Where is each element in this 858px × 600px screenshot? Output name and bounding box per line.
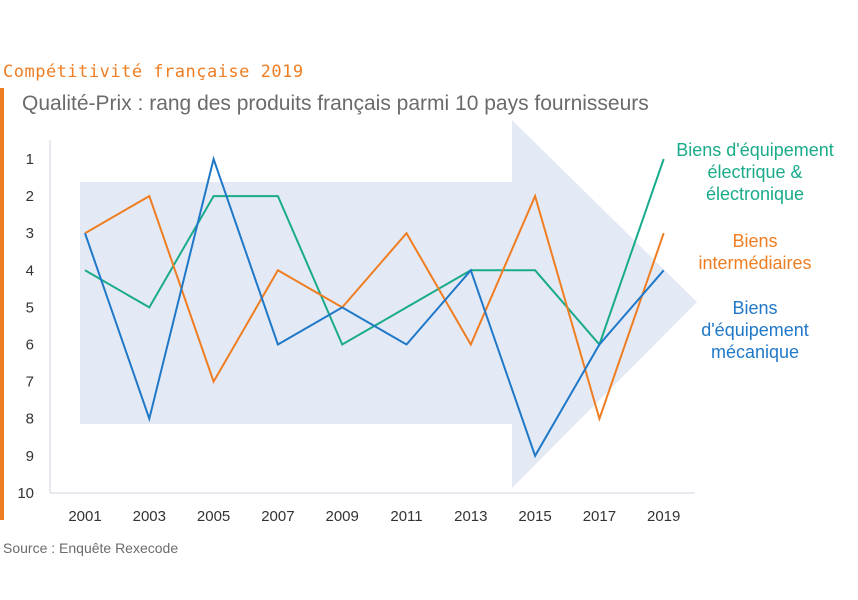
- y-tick-label: 5: [26, 299, 34, 316]
- y-tick-label: 3: [26, 225, 34, 242]
- series-label-line: Biens: [732, 231, 777, 251]
- series-label-line: Biens: [732, 298, 777, 318]
- series-lines: [84, 155, 665, 459]
- x-tick-label: 2007: [261, 508, 294, 525]
- x-tick-label: 2013: [454, 508, 487, 525]
- x-tick-labels: 2001 2003 2005 2007 2009 2011 2013 2015 2017 2019: [68, 508, 680, 525]
- x-tick-label: 2009: [326, 508, 359, 525]
- series-labels: Biens d'équipement électrique & électroniq…: [676, 140, 834, 362]
- series-label-2: Biens intermédiaires: [698, 231, 811, 273]
- y-tick-label: 4: [26, 262, 34, 279]
- source-note: Source : Enquête Rexecode: [3, 540, 179, 556]
- x-tick-label: 2011: [390, 508, 422, 525]
- series-line-3: [84, 155, 665, 459]
- series-label-3: Biens d'équipement mécanique: [701, 298, 809, 362]
- series-label-line: mécanique: [711, 342, 799, 362]
- y-tick-label: 2: [26, 188, 34, 205]
- accent-bar: [0, 88, 4, 520]
- y-tick-label: 10: [17, 485, 34, 502]
- x-tick-label: 2001: [68, 508, 101, 525]
- x-tick-label: 2015: [518, 508, 551, 525]
- y-tick-label: 8: [26, 411, 34, 428]
- x-tick-label: 2017: [583, 508, 616, 525]
- series-label-1: Biens d'équipement électrique & électroniq…: [676, 140, 834, 204]
- y-tick-label: 7: [26, 374, 34, 391]
- x-tick-label: 2005: [197, 508, 230, 525]
- kicker-title: Compétitivité française 2019: [3, 62, 304, 82]
- series-label-line: intermédiaires: [698, 253, 811, 273]
- y-tick-label: 6: [26, 337, 34, 354]
- y-tick-label: 9: [26, 448, 34, 465]
- x-tick-label: 2019: [647, 508, 680, 525]
- series-label-line: électronique: [706, 184, 804, 204]
- y-tick-labels: 1 2 3 4 5 6 7 8 9 10: [17, 151, 34, 502]
- series-label-line: électrique &: [707, 162, 802, 182]
- y-tick-label: 1: [26, 151, 34, 168]
- series-label-line: d'équipement: [701, 320, 809, 340]
- series-label-line: Biens d'équipement: [676, 140, 834, 160]
- x-tick-label: 2003: [133, 508, 166, 525]
- background-arrow: [80, 120, 697, 488]
- chart-subtitle: Qualité-Prix : rang des produits françai…: [22, 92, 649, 115]
